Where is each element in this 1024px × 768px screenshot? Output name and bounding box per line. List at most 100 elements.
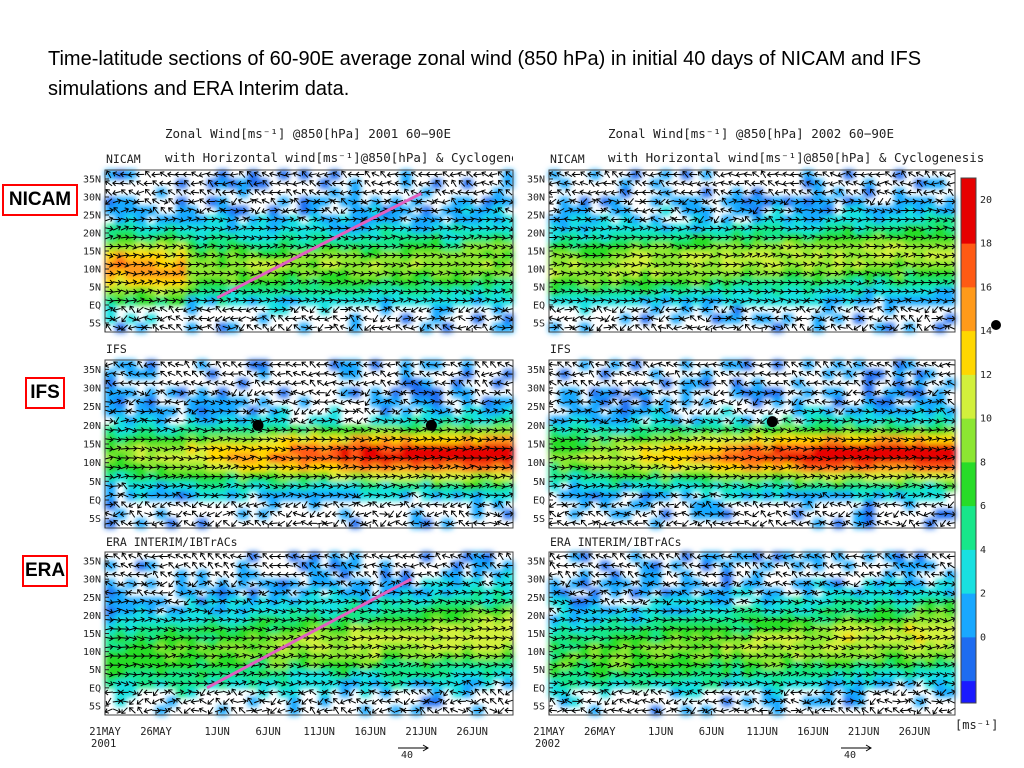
panel-tag-ifs-2002: IFS (550, 342, 571, 356)
y-tick-label: 35N (83, 175, 101, 186)
x-tick-label: 11JUN (746, 726, 778, 738)
y-tick-label: EQ (533, 496, 545, 507)
row-label-nicam: NICAM (2, 184, 78, 216)
x-tick-label: 16JUN (797, 726, 829, 738)
y-tick-label: 30N (83, 384, 101, 395)
panel-tag-nicam-2001: NICAM (106, 152, 141, 166)
y-tick-label: 30N (83, 575, 101, 586)
y-tick-label: 25N (527, 211, 545, 222)
y-tick-label: 30N (83, 193, 101, 204)
y-tick-label: EQ (89, 496, 101, 507)
x-axis-year: 2001 (91, 738, 116, 750)
y-tick-label: 25N (83, 402, 101, 413)
y-tick-label: EQ (89, 301, 101, 312)
y-tick-label: 15N (527, 440, 545, 451)
y-tick-label: 15N (527, 629, 545, 640)
y-tick-label: 35N (83, 365, 101, 376)
cyclogenesis-marker (252, 419, 264, 431)
y-tick-label: EQ (89, 683, 101, 694)
panel-ifs-2001 (103, 359, 515, 529)
y-tick-label: 5N (89, 665, 101, 676)
y-tick-label: 30N (527, 193, 545, 204)
y-tick-label: 20N (527, 229, 545, 240)
x-tick-label: 1JUN (205, 726, 230, 738)
x-tick-label: 21MAY (89, 726, 121, 738)
column-title-2002-line1: Zonal Wind[ms⁻¹] @850[hPa] 2002 60−90E (608, 126, 894, 141)
y-tick-label: 5S (533, 701, 545, 712)
panel-ifs-2002 (547, 359, 957, 529)
y-tick-label: EQ (533, 301, 545, 312)
y-tick-label: 20N (83, 611, 101, 622)
reference-vector-arrow (422, 744, 429, 752)
northward-propagation-line (216, 192, 422, 300)
y-tick-label: 5S (89, 319, 101, 330)
y-tick-label: 5S (533, 514, 545, 525)
reference-vector-label-2002: 40 (844, 750, 857, 761)
y-tick-label: 5N (533, 477, 545, 488)
colorbar-unit: [ms⁻¹] (955, 718, 999, 732)
panel-nicam-2002 (547, 169, 957, 333)
y-tick-label: 25N (83, 211, 101, 222)
x-tick-label: 1JUN (648, 726, 673, 738)
panel-era-2002 (547, 551, 957, 716)
x-tick-label: 6JUN (256, 726, 281, 738)
y-tick-label: 20N (83, 421, 101, 432)
x-tick-label: 26MAY (584, 726, 616, 738)
y-tick-label: 20N (527, 421, 545, 432)
x-tick-label: 21JUN (405, 726, 437, 738)
panel-tag-ifs-2001: IFS (106, 342, 127, 356)
cyclogenesis-marker (425, 419, 437, 431)
column-title-2001-line2: with Horizontal wind[ms⁻¹]@850[hPa] & Cy… (165, 150, 513, 165)
column-title-2002-line2: with Horizontal wind[ms⁻¹]@850[hPa] & Cy… (608, 150, 985, 165)
y-tick-label: 5S (89, 514, 101, 525)
y-tick-label: 25N (527, 593, 545, 604)
panel-tag-nicam-2002: NICAM (550, 152, 585, 166)
colorbar-label: 2 (980, 589, 986, 600)
colorbar-label: 8 (980, 457, 986, 468)
x-tick-label: 16JUN (354, 726, 386, 738)
y-tick-label: EQ (533, 683, 545, 694)
colorbar-label: 6 (980, 501, 986, 512)
x-tick-label: 26JUN (899, 726, 931, 738)
y-tick-label: 10N (83, 265, 101, 276)
y-tick-label: 35N (527, 557, 545, 568)
panel-tag-era-2002: ERA INTERIM/IBTrACs (550, 535, 682, 549)
y-tick-label: 10N (527, 647, 545, 658)
y-tick-label: 5N (89, 477, 101, 488)
reference-vector-label-2001: 40 (401, 750, 414, 761)
colorbar-label: 20 (980, 195, 992, 206)
y-tick-label: 10N (83, 647, 101, 658)
y-tick-label: 15N (83, 440, 101, 451)
y-tick-label: 5N (533, 283, 545, 294)
slide-title: Time-latitude sections of 60-90E average… (48, 48, 922, 100)
colorbar-label: 4 (980, 545, 986, 556)
x-tick-label: 26JUN (456, 726, 488, 738)
x-tick-label: 26MAY (140, 726, 172, 738)
colorbar-label: 12 (980, 370, 992, 381)
y-tick-label: 25N (83, 593, 101, 604)
y-tick-label: 5N (533, 665, 545, 676)
y-tick-label: 15N (83, 629, 101, 640)
x-axis-year: 2002 (535, 738, 560, 750)
colorbar (960, 177, 977, 704)
x-tick-label: 21MAY (533, 726, 565, 738)
x-tick-label: 21JUN (848, 726, 880, 738)
row-label-era: ERA (22, 555, 68, 587)
y-tick-label: 15N (83, 247, 101, 258)
colorbar-label: 14 (980, 326, 992, 337)
legend-marker (991, 320, 1001, 330)
y-tick-label: 30N (527, 384, 545, 395)
colorbar-label: 0 (980, 632, 986, 643)
y-tick-label: 10N (527, 458, 545, 469)
y-tick-label: 10N (83, 458, 101, 469)
y-tick-label: 10N (527, 265, 545, 276)
y-tick-label: 35N (527, 175, 545, 186)
y-tick-label: 5N (89, 283, 101, 294)
y-tick-label: 30N (527, 575, 545, 586)
panel-tag-era-2001: ERA INTERIM/IBTrACs (106, 535, 238, 549)
y-tick-label: 20N (527, 611, 545, 622)
colorbar-label: 18 (980, 239, 992, 250)
colorbar-label: 16 (980, 282, 992, 293)
colorbar-label: 10 (980, 414, 992, 425)
